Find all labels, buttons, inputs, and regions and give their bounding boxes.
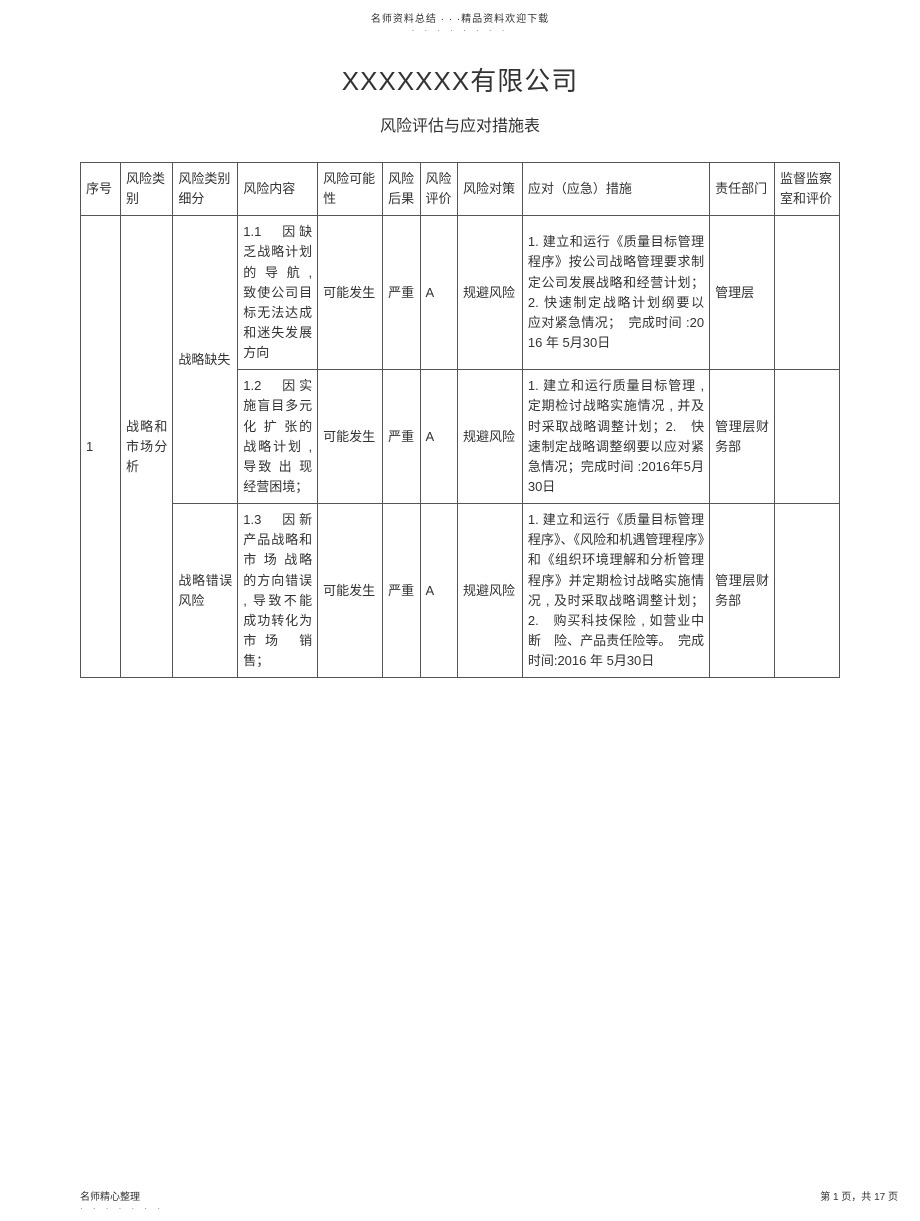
cell-measures: 1. 建立和运行质量目标管理 , 定期检讨战略实施情况 , 并及时采取战略调整计…	[522, 370, 709, 504]
cell-measures: 1. 建立和运行《质量目标管理程序》按公司战略管理要求制定公司发展战略和经营计划…	[522, 216, 709, 370]
cell-policy: 规避风险	[457, 370, 522, 504]
cell-dept: 管理层	[710, 216, 775, 370]
col-consequence: 风险后果	[383, 163, 420, 216]
cell-seq: 1	[81, 216, 121, 678]
cell-consequence: 严重	[383, 216, 420, 370]
cell-eval: A	[420, 370, 457, 504]
cell-content: 1.3 因新产品战略和市 场 战略的方向错误 , 导致不能成功转化为市场 销 售…	[238, 504, 318, 678]
page-title: XXXXXXX有限公司	[0, 61, 920, 98]
risk-table-wrap: 序号 风险类别 风险类别细分 风险内容 风险可能性 风险后果 风险评价 风险对策…	[80, 162, 840, 678]
cell-policy: 规避风险	[457, 216, 522, 370]
top-header: 名师资料总结 · · ·精品资料欢迎下载	[0, 0, 920, 25]
cell-supervise	[775, 504, 840, 678]
col-possibility: 风险可能性	[318, 163, 383, 216]
cell-consequence: 严重	[383, 370, 420, 504]
col-measures: 应对（应急）措施	[522, 163, 709, 216]
cell-possibility: 可能发生	[318, 504, 383, 678]
col-content: 风险内容	[238, 163, 318, 216]
cell-dept: 管理层财务部	[710, 504, 775, 678]
cell-supervise	[775, 370, 840, 504]
cell-sub: 战略错误风险	[173, 504, 238, 678]
cell-measures: 1. 建立和运行《质量目标管理程序》、《风险和机遇管理程序》和《组织环境理解和分…	[522, 504, 709, 678]
col-dept: 责任部门	[710, 163, 775, 216]
col-policy: 风险对策	[457, 163, 522, 216]
col-seq: 序号	[81, 163, 121, 216]
top-header-dots: · · · · · · · ·	[0, 26, 920, 35]
table-header-row: 序号 风险类别 风险类别细分 风险内容 风险可能性 风险后果 风险评价 风险对策…	[81, 163, 840, 216]
footer-left-dots: · · · · · · ·	[80, 1204, 164, 1213]
col-eval: 风险评价	[420, 163, 457, 216]
cell-possibility: 可能发生	[318, 216, 383, 370]
col-sub: 风险类别细分	[173, 163, 238, 216]
cell-dept: 管理层财务部	[710, 370, 775, 504]
footer-left: 名师精心整理	[80, 1188, 140, 1203]
page-subtitle: 风险评估与应对措施表	[0, 112, 920, 136]
cell-sub: 战略缺失	[173, 216, 238, 504]
cell-consequence: 严重	[383, 504, 420, 678]
cell-supervise	[775, 216, 840, 370]
cell-category: 战略和市场分析	[120, 216, 172, 678]
cell-content: 1.1 因缺乏战略计划的 导 航 , 致使公司目标无法达成和迷失发展方向	[238, 216, 318, 370]
cell-content: 1.2 因实施盲目多元化 扩 张的战略计划 , 导致 出 现经营困境；	[238, 370, 318, 504]
col-category: 风险类别	[120, 163, 172, 216]
risk-table: 序号 风险类别 风险类别细分 风险内容 风险可能性 风险后果 风险评价 风险对策…	[80, 162, 840, 678]
table-row: 战略错误风险 1.3 因新产品战略和市 场 战略的方向错误 , 导致不能成功转化…	[81, 504, 840, 678]
cell-policy: 规避风险	[457, 504, 522, 678]
col-supervise: 监督监察室和评价	[775, 163, 840, 216]
footer-right: 第 1 页，共 17 页	[820, 1188, 898, 1203]
cell-eval: A	[420, 216, 457, 370]
cell-eval: A	[420, 504, 457, 678]
cell-possibility: 可能发生	[318, 370, 383, 504]
table-row: 1 战略和市场分析 战略缺失 1.1 因缺乏战略计划的 导 航 , 致使公司目标…	[81, 216, 840, 370]
